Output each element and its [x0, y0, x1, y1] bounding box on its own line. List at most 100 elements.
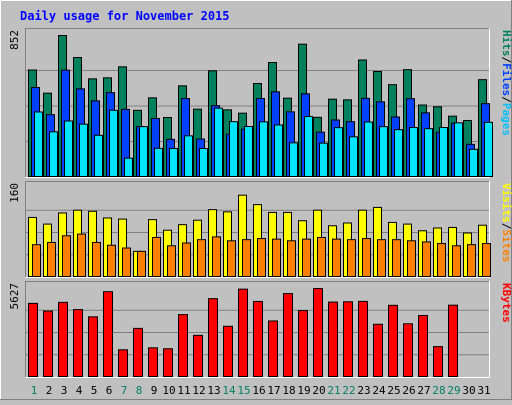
visits-panel-bar-sites-day-17: [272, 238, 281, 277]
kbytes-panel-bar-kbytes-day-14: [223, 325, 233, 378]
visits-panel-bar-sites-day-30: [467, 244, 476, 277]
kbytes-panel-bar-kbytes-day-3: [58, 301, 68, 378]
visits-panel-bar-sites-day-18: [287, 240, 296, 278]
visits-panel-bar-sites-day-20: [317, 236, 326, 277]
x-tick-label-day-10: 10: [162, 384, 175, 397]
hits-panel-bar-pages-day-25: [394, 129, 403, 178]
kbytes-panel-bar-kbytes-day-18: [283, 293, 293, 377]
x-axis: 1 2 3 4 5 6 7 8 9 10 11 12 13 14 15 16 17 18 19 20 21 22 23 24 2…: [31, 384, 491, 397]
visits-panel-bar-sites-day-22: [347, 239, 356, 278]
x-tick-label-day-2: 2: [46, 384, 53, 397]
x-tick-label-day-20: 20: [312, 384, 325, 397]
x-tick-label-day-28: 28: [432, 384, 445, 397]
visits-panel-bar-sites-day-9: [152, 236, 161, 277]
hits-panel-bar-pages-day-24: [379, 126, 388, 177]
chart-title: Daily usage for November 2015: [20, 9, 230, 23]
kbytes-panel-bar-kbytes-day-29: [448, 304, 458, 377]
visits-panel-bar-sites-day-21: [332, 238, 341, 277]
legend-separator: /: [500, 223, 512, 230]
visits-panel-bar-sites-day-16: [257, 238, 266, 277]
kbytes-panel-bar-kbytes-day-27: [418, 314, 428, 378]
visits-panel-bar-sites-day-19: [302, 238, 311, 277]
visits-panel-bar-sites-day-6: [107, 244, 116, 278]
visits-panel-bar-sites-day-15: [242, 239, 251, 278]
x-tick-label-day-18: 18: [282, 384, 295, 397]
hits-panel-bar-pages-day-1: [34, 111, 43, 177]
x-tick-label-day-29: 29: [447, 384, 460, 397]
visits-panel-bar-sites-day-12: [197, 239, 206, 278]
x-tick-label-day-1: 1: [31, 384, 38, 397]
hits-panel-bar-pages-day-5: [94, 134, 103, 177]
kbytes-panel-bar-kbytes-day-7: [118, 349, 128, 378]
kbytes-panel-bar-kbytes-day-16: [253, 300, 263, 377]
kbytes-panel-bar-kbytes-day-10: [163, 348, 173, 377]
x-tick-label-day-12: 12: [192, 384, 205, 397]
legend-item-hits: Hits: [500, 30, 512, 57]
hits-panel-bar-pages-day-4: [79, 123, 88, 177]
kbytes-panel-bar-kbytes-day-9: [148, 347, 158, 378]
x-tick-label-day-27: 27: [417, 384, 430, 397]
kbytes-panel-bar-kbytes-day-24: [373, 323, 383, 378]
x-tick-label-day-5: 5: [91, 384, 98, 397]
visits-panel-bar-sites-day-5: [92, 241, 101, 278]
kbytes-panel-bar-kbytes-day-26: [403, 323, 413, 378]
hits-panel-bar-pages-day-26: [409, 127, 418, 177]
kbytes-panel-bar-kbytes-day-12: [193, 334, 203, 377]
visits-panel-bar-sites-day-14: [227, 240, 236, 278]
hits-panel-bar-pages-day-9: [154, 147, 163, 177]
kbytes-panel-bar-kbytes-day-28: [433, 346, 443, 377]
visits-panel-legend: Visits/Sites: [500, 183, 512, 263]
legend-item-visits: Visits: [500, 183, 512, 223]
hits-panel-bar-pages-day-28: [439, 127, 448, 177]
hits-panel-bar-pages-day-30: [469, 148, 478, 177]
hits-panel-legend-text: Hits/Files/Pages: [500, 30, 512, 136]
x-tick-label-day-19: 19: [297, 384, 310, 397]
kbytes-panel-bar-kbytes-day-19: [298, 310, 308, 377]
kbytes-panel-bar-kbytes-day-21: [328, 301, 338, 377]
visits-panel-ymax-label: 160: [8, 183, 21, 203]
hits-panel-bar-pages-day-2: [49, 131, 58, 177]
hits-panel-bar-pages-day-11: [184, 135, 193, 177]
x-tick-label-day-15: 15: [237, 384, 250, 397]
kbytes-panel-ymax-label: 5627: [8, 283, 21, 310]
kbytes-panel-bar-kbytes-day-23: [358, 300, 368, 378]
visits-panel-bar-sites-day-23: [362, 238, 371, 277]
x-tick-label-day-22: 22: [342, 384, 355, 397]
hits-panel-bar-pages-day-19: [304, 116, 313, 177]
visits-panel-bar-sites-day-25: [392, 239, 401, 278]
x-tick-label-day-16: 16: [252, 384, 265, 397]
visits-panel-bar-sites-day-3: [62, 235, 71, 277]
visits-panel-legend-text: Visits/Sites: [500, 183, 512, 263]
hits-panel-bar-pages-day-12: [199, 148, 208, 177]
x-tick-label-day-26: 26: [402, 384, 415, 397]
visits-panel-bar-sites-day-24: [377, 239, 386, 278]
hits-panel-bar-pages-day-21: [334, 127, 343, 177]
kbytes-panel-bar-kbytes-day-13: [208, 298, 218, 378]
visits-panel-bar-sites-day-10: [167, 245, 176, 277]
visits-panel-bar-sites-day-26: [407, 240, 416, 278]
kbytes-panel-legend: KBytes: [500, 283, 512, 323]
kbytes-panel-bar-kbytes-day-15: [238, 288, 248, 377]
x-tick-label-day-25: 25: [387, 384, 400, 397]
visits-panel-bar-sites-day-13: [212, 236, 221, 278]
hits-panel-legend: Hits/Files/Pages: [500, 30, 512, 136]
visits-panel-bar-sites-day-2: [47, 241, 56, 278]
hits-panel-bar-pages-day-17: [274, 124, 283, 177]
x-tick-label-day-3: 3: [61, 384, 68, 397]
hits-panel-bar-pages-day-15: [244, 126, 253, 177]
kbytes-panel-bar-kbytes-day-6: [103, 291, 113, 377]
hits-panel-bar-pages-day-3: [64, 120, 73, 177]
x-tick-label-day-4: 4: [76, 384, 83, 397]
visits-panel: 160 Visits/Sites: [8, 181, 512, 278]
kbytes-panel-bar-kbytes-day-5: [88, 316, 98, 378]
legend-item-kbytes: KBytes: [500, 283, 512, 323]
x-tick-label-day-31: 31: [477, 384, 490, 397]
x-tick-label-day-17: 17: [267, 384, 280, 397]
x-tick-label-day-11: 11: [177, 384, 190, 397]
x-tick-label-day-8: 8: [136, 384, 143, 397]
x-tick-label-day-9: 9: [151, 384, 158, 397]
hits-panel-bar-pages-day-16: [259, 121, 268, 178]
kbytes-panel-bar-kbytes-day-25: [388, 304, 398, 378]
